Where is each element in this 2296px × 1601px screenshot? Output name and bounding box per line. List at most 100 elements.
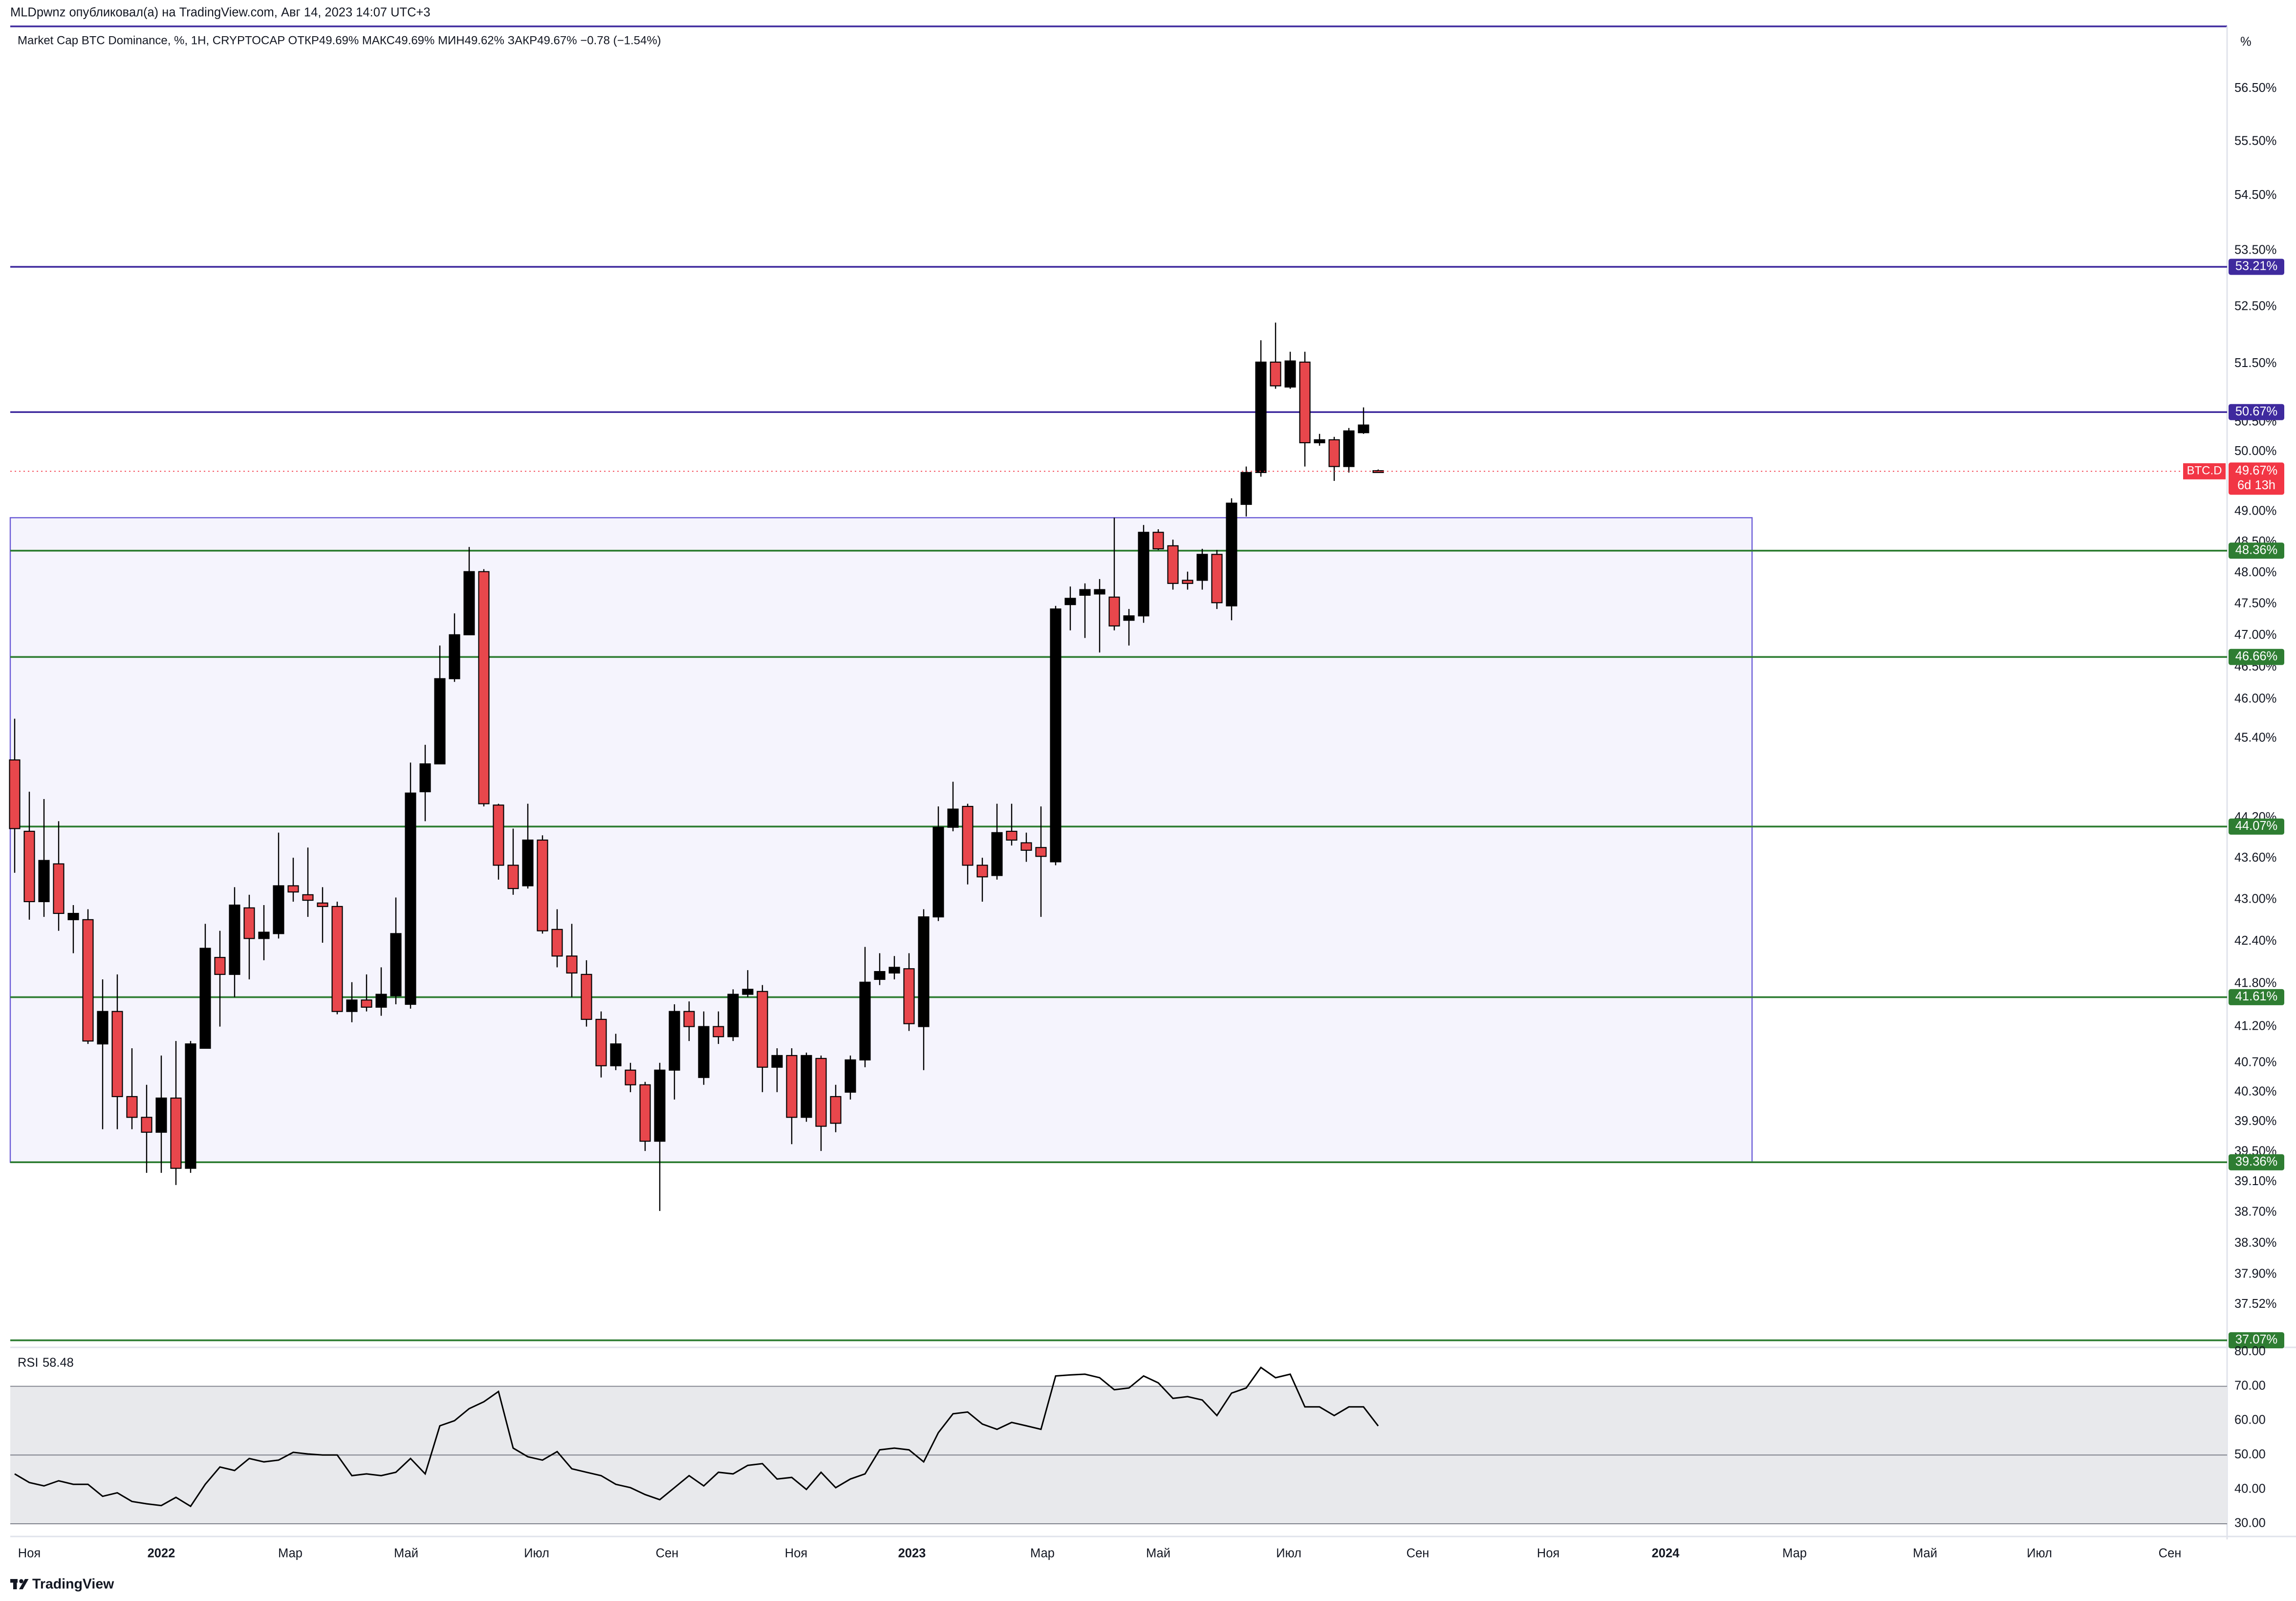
candle-body xyxy=(786,1055,798,1118)
candle-body xyxy=(801,1055,812,1118)
candle-body xyxy=(947,808,959,828)
candle-body xyxy=(199,948,211,1049)
candle-body xyxy=(1328,439,1340,467)
y-tick-label: 40.70% xyxy=(2234,1056,2277,1069)
x-tick-label: Сен xyxy=(2159,1547,2182,1560)
level-label-bg xyxy=(2229,1154,2284,1170)
candle-body xyxy=(67,912,79,920)
last-price-label-bg xyxy=(2229,462,2284,495)
candle-body xyxy=(478,571,490,804)
y-tick-label: 39.10% xyxy=(2234,1174,2277,1188)
x-tick-label: Июл xyxy=(1276,1547,1301,1560)
candle-body xyxy=(1123,615,1135,621)
y-tick-label: 56.50% xyxy=(2234,81,2277,95)
x-tick-label: Мар xyxy=(1782,1547,1807,1560)
level-label: 41.61% xyxy=(2235,990,2278,1003)
candle-body xyxy=(1167,545,1179,584)
candle-body xyxy=(463,571,475,635)
candle-body xyxy=(1284,360,1296,388)
candle-body xyxy=(390,933,402,996)
brand-logo xyxy=(10,1579,29,1589)
candle-body xyxy=(566,955,578,974)
y-tick-label: 55.50% xyxy=(2234,134,2277,148)
candle-body xyxy=(507,865,519,889)
level-label: 53.21% xyxy=(2235,260,2278,273)
range-zone xyxy=(9,517,1753,1163)
y-tick-label: 43.00% xyxy=(2234,892,2277,906)
candle-body xyxy=(581,974,592,1020)
candle-body xyxy=(1079,589,1091,596)
level-label-bg xyxy=(2229,542,2284,559)
candle-body xyxy=(771,1055,783,1068)
candle-body xyxy=(1050,608,1061,863)
level-label: 39.36% xyxy=(2235,1155,2278,1168)
x-tick-label: 2024 xyxy=(1652,1547,1680,1560)
candle-body xyxy=(1152,532,1164,550)
last-price-countdown: 6d 13h xyxy=(2237,478,2275,492)
candle-body xyxy=(683,1011,695,1027)
last-price-label: 49.67% xyxy=(2235,464,2278,477)
candle-body xyxy=(830,1096,842,1124)
x-tick-label: Май xyxy=(1146,1547,1170,1560)
y-tick-label: 53.50% xyxy=(2234,243,2277,257)
candle-body xyxy=(1299,361,1311,443)
candle-body xyxy=(273,885,284,934)
candle-body xyxy=(610,1043,622,1066)
candle-body xyxy=(331,906,343,1012)
y-tick-label: 52.50% xyxy=(2234,299,2277,313)
y-tick-label: 45.40% xyxy=(2234,731,2277,744)
x-tick-label: Сен xyxy=(1407,1547,1430,1560)
candle-body xyxy=(845,1059,856,1093)
publisher: MLDpwnz опубликовал(а) на TradingView.co… xyxy=(10,6,431,20)
y-tick-label: 48.00% xyxy=(2234,565,2277,579)
candle-body xyxy=(287,885,299,893)
candle-body xyxy=(918,916,930,1027)
candle-body xyxy=(537,839,548,931)
level-label: 46.66% xyxy=(2235,649,2278,663)
candle-body xyxy=(669,1011,680,1071)
level-label-bg xyxy=(2229,259,2284,275)
x-tick-label: Ноя xyxy=(18,1547,41,1560)
candle-body xyxy=(1138,532,1149,617)
rsi-value: 58.48 xyxy=(43,1356,74,1370)
level-label-bg xyxy=(2229,989,2284,1005)
y-tick-label: 41.80% xyxy=(2234,976,2277,990)
level-label-bg xyxy=(2229,1332,2284,1349)
candle-body xyxy=(1006,830,1018,841)
x-tick-label: Мар xyxy=(1030,1547,1055,1560)
x-tick-label: Ноя xyxy=(785,1547,807,1560)
candle-body xyxy=(1240,472,1252,505)
y-tick-label: 38.30% xyxy=(2234,1236,2277,1250)
y-tick-label: 40.30% xyxy=(2234,1085,2277,1099)
candle-body xyxy=(1196,554,1208,581)
candle-body xyxy=(361,999,372,1008)
candle-body xyxy=(888,967,900,974)
level-label-bg xyxy=(2229,404,2284,420)
candle-body xyxy=(1314,439,1325,443)
candle-body xyxy=(111,1011,123,1097)
candle-body xyxy=(126,1096,138,1118)
candle-body xyxy=(9,759,21,829)
candle-body xyxy=(625,1069,636,1085)
y-tick-label: 46.00% xyxy=(2234,692,2277,706)
candle-body xyxy=(1343,430,1355,467)
level-label-bg xyxy=(2229,818,2284,835)
candle-body xyxy=(713,1026,724,1038)
candle-body xyxy=(1211,554,1223,604)
x-tick-label: Мар xyxy=(278,1547,303,1560)
y-tick-label: 37.90% xyxy=(2234,1267,2277,1281)
level-label-bg xyxy=(2229,649,2284,665)
candle-body xyxy=(302,894,314,901)
rsi-tick-label: 40.00 xyxy=(2234,1482,2266,1495)
axis-unit: % xyxy=(2240,35,2252,49)
candle-body xyxy=(1035,847,1047,857)
y-tick-label: 47.00% xyxy=(2234,628,2277,642)
candle-body xyxy=(229,904,240,975)
candle-body xyxy=(742,989,754,995)
rsi-line xyxy=(14,1366,1379,1508)
candle-body xyxy=(962,806,974,866)
candle-body xyxy=(874,971,886,980)
candle-body xyxy=(405,792,416,1005)
candle-body xyxy=(317,902,328,907)
candle-body xyxy=(639,1084,651,1142)
